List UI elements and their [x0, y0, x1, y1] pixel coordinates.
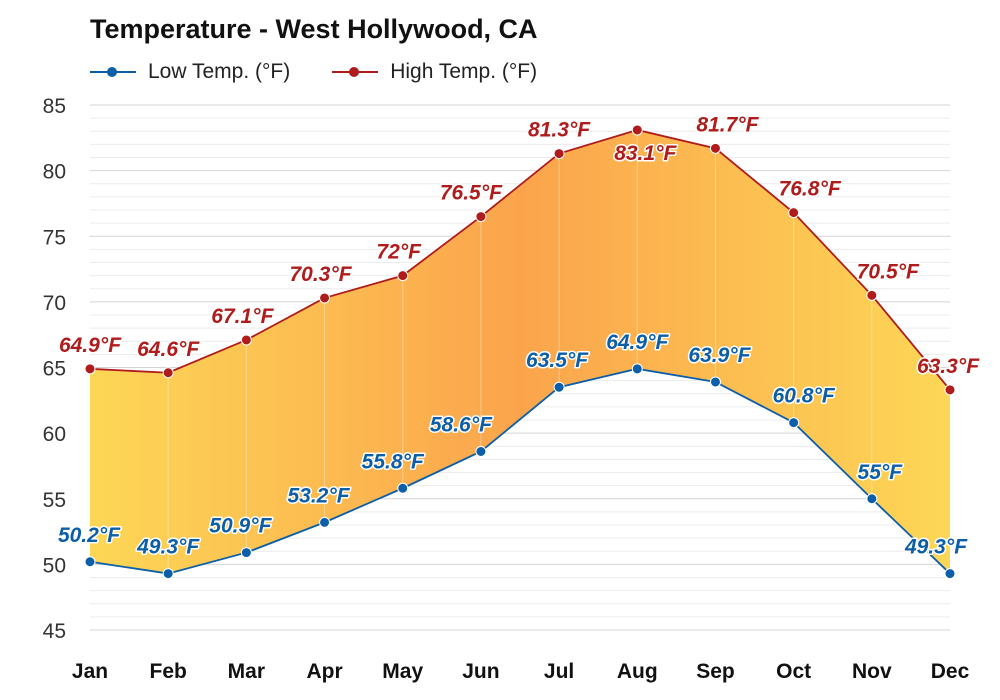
high-temp-label: 67.1°F — [211, 305, 274, 328]
low-temp-label: 63.9°F — [688, 344, 751, 367]
temperature-range-area — [90, 129, 950, 574]
low-temp-label: 55°F — [858, 461, 904, 484]
high-temp-label: 76.5°F — [440, 182, 503, 205]
low-temp-label: 49.3°F — [136, 536, 200, 559]
high-temp-label: 72°F — [376, 241, 422, 264]
low-temp-point — [709, 376, 721, 388]
legend-item-high[interactable]: High Temp. (°F) — [332, 60, 537, 84]
high-temp-point — [709, 142, 721, 154]
low-temp-label: 50.2°F — [58, 524, 121, 547]
x-tick-label: Nov — [852, 660, 892, 683]
low-temp-label: 63.5°F — [526, 349, 589, 372]
low-temp-line — [89, 367, 951, 575]
high-temp-label: 81.3°F — [528, 119, 591, 142]
axis-labels: 45 50 55 60 65 70 75 80 85 Jan Feb Mar Apr May Jun Jul A… — [43, 95, 970, 683]
high-temp-point — [84, 363, 96, 375]
chart-legend: Low Temp. (°F) High Temp. (°F) — [90, 60, 579, 84]
temperature-band — [90, 129, 950, 574]
series-lines — [89, 129, 951, 575]
legend-label-low: Low Temp. (°F) — [148, 60, 291, 83]
low-temp-point — [475, 446, 487, 457]
high-temp-line — [89, 129, 951, 391]
x-tick-label: Jul — [544, 660, 574, 683]
low-temp-label: 55.8°F — [362, 450, 425, 473]
x-tick-label: Jan — [72, 660, 108, 683]
high-temp-point — [553, 148, 565, 160]
x-tick-label: Sep — [696, 660, 735, 683]
high-temp-label: 70.3°F — [289, 263, 352, 286]
series-points — [84, 124, 956, 580]
high-temp-point — [866, 289, 878, 301]
high-temp-point — [788, 207, 800, 219]
high-temp-point — [944, 384, 956, 396]
high-temp-point — [319, 292, 331, 304]
y-tick-label: 60 — [43, 423, 66, 446]
high-temp-label: 70.5°F — [857, 260, 920, 283]
low-temp-point — [319, 516, 331, 528]
low-temp-label: 64.9°F — [606, 331, 669, 354]
low-temp-label: 60.8°F — [773, 385, 836, 408]
low-temp-point — [866, 493, 878, 505]
x-tick-label: Mar — [228, 660, 265, 683]
x-tick-label: Jun — [462, 660, 499, 683]
y-tick-label: 85 — [43, 95, 66, 118]
low-temp-label: 49.3°F — [904, 536, 968, 559]
low-temp-label: 50.9°F — [209, 515, 272, 538]
x-tick-label: Dec — [931, 660, 970, 683]
data-labels: 50.2°F 49.3°F 50.9°F 53.2°F 55.8°F58.6°F 63.5… — [56, 112, 981, 560]
high-temp-point — [631, 124, 643, 136]
low-temp-point — [631, 363, 643, 375]
legend-item-low[interactable]: Low Temp. (°F) — [90, 60, 290, 84]
chart-title: Temperature - West Hollywood, CA — [90, 14, 538, 44]
low-temp-point — [788, 417, 800, 429]
legend-swatch-low — [90, 64, 136, 80]
low-temp-point — [553, 381, 565, 393]
y-tick-label: 55 — [43, 489, 66, 512]
high-temp-label: 63.3°F — [917, 355, 980, 378]
legend-label-high: High Temp. (°F) — [390, 60, 538, 83]
high-temp-label: 76.8°F — [779, 178, 842, 201]
low-temp-point — [162, 568, 174, 580]
high-temp-label: 83.1°F — [614, 142, 677, 165]
low-temp-point — [397, 482, 409, 494]
high-temp-point — [162, 367, 174, 379]
low-temp-label: 53.2°F — [287, 484, 350, 507]
y-tick-label: 80 — [43, 161, 66, 184]
high-temp-point — [475, 211, 487, 223]
y-tick-label: 75 — [43, 226, 66, 249]
low-temp-point — [240, 547, 252, 559]
high-temp-label: 81.7°F — [696, 113, 759, 136]
x-tick-label: Feb — [150, 660, 187, 683]
legend-swatch-high — [332, 64, 379, 80]
low-temp-point — [84, 556, 96, 568]
high-temp-label: 64.9°F — [59, 334, 122, 357]
low-temp-point — [944, 568, 956, 580]
x-tick-label: Oct — [776, 660, 811, 683]
y-tick-label: 65 — [43, 358, 66, 381]
y-tick-label: 45 — [43, 620, 66, 643]
y-tick-label: 50 — [43, 554, 66, 577]
high-temp-point — [240, 334, 252, 346]
high-temp-point — [397, 270, 409, 282]
x-tick-label: Apr — [306, 660, 342, 683]
x-tick-label: May — [382, 660, 423, 683]
x-tick-label: Aug — [617, 660, 658, 683]
low-temp-label: 58.6°F — [430, 414, 493, 437]
high-temp-label: 64.6°F — [137, 338, 200, 361]
y-tick-label: 70 — [43, 292, 66, 315]
